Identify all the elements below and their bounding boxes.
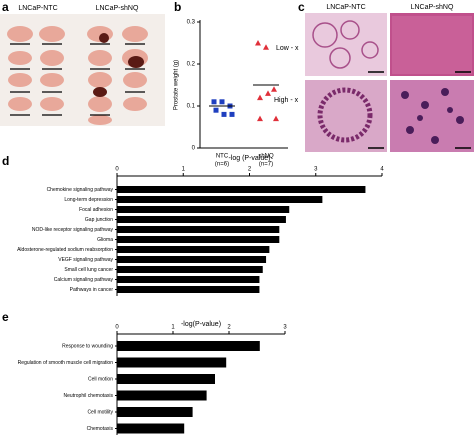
x-tick-label: 0: [115, 167, 119, 173]
y-axis-label: Prostate weight (g): [174, 60, 180, 110]
group-header: LNCaP-NTC: [18, 5, 57, 12]
tissue-photos-a: [0, 14, 165, 126]
bar: [117, 341, 260, 351]
category-label: Focal adhesion: [79, 207, 113, 213]
data-point: [265, 90, 271, 96]
bar: [117, 407, 193, 417]
group-header: LNCaP-shNQ: [96, 5, 139, 12]
category-label: Aldosterone-regulated sodium reabsorptio…: [17, 247, 113, 253]
data-point: [221, 111, 227, 117]
bar: [117, 374, 215, 384]
data-point: [273, 115, 279, 122]
category-label: Cell motility: [87, 409, 113, 415]
category-label: Regulation of smooth muscle cell migrati…: [18, 360, 114, 366]
row-label: Low - x: [276, 45, 299, 52]
category-label: Calcium signaling pathway: [54, 277, 114, 283]
category-label: Long-term depression: [64, 197, 113, 203]
x-tick-label: 4: [380, 167, 384, 173]
panel-label: d: [2, 154, 9, 168]
data-point: [255, 40, 261, 46]
bar: [117, 256, 267, 263]
data-point: [219, 99, 225, 105]
panel-label: e: [2, 310, 9, 324]
category-label: NOD-like receptor signaling pathway: [32, 227, 114, 233]
bar: [117, 236, 280, 243]
x-tick-label: 1: [171, 325, 175, 331]
data-point: [211, 99, 217, 105]
bar: [117, 266, 263, 273]
x-tick-label: 3: [314, 167, 318, 173]
bar: [117, 276, 260, 283]
bar: [117, 286, 260, 293]
category-label: Chemotaxis: [87, 426, 114, 432]
bar: [117, 196, 323, 203]
data-point: [263, 44, 269, 50]
category-label: Neutrophil chemotaxis: [64, 393, 114, 399]
y-tick-label: 0: [192, 146, 196, 152]
axis-title: -log (P-value): [228, 155, 270, 162]
panel-label: b: [174, 0, 181, 14]
x-tick-label: 2: [248, 167, 252, 173]
group-header: LNCaP-NTC: [326, 4, 365, 11]
x-tick-label: 3: [283, 325, 287, 331]
histology-photos-c: [305, 13, 474, 152]
category-label: Chemokine signaling pathway: [47, 187, 114, 193]
x-tick-sublabel: (n=7): [259, 162, 273, 168]
category-label: VEGF signaling pathway: [58, 257, 113, 263]
bar: [117, 226, 280, 233]
category-label: Pathways in cancer: [70, 287, 114, 293]
y-tick-label: 0.2: [187, 62, 196, 68]
x-tick-label: NTC: [216, 154, 229, 160]
category-label: Cell motion: [88, 376, 113, 382]
data-point: [213, 107, 219, 113]
bar: [117, 246, 270, 253]
bar: [117, 423, 185, 434]
y-tick-label: 0.1: [187, 104, 196, 110]
x-tick-sublabel: (n=6): [215, 162, 229, 168]
x-tick-label: 2: [227, 325, 231, 331]
row-label: High - x: [274, 97, 299, 104]
x-tick-label: 1: [182, 167, 186, 173]
panel-label: a: [2, 0, 9, 14]
data-point: [257, 115, 263, 122]
bar: [117, 216, 286, 223]
x-tick-label: 0: [115, 325, 119, 331]
x-tick-label: shNQ: [258, 154, 274, 160]
panel-label: c: [298, 0, 305, 14]
category-label: Gap junction: [85, 217, 113, 223]
category-label: Glioma: [97, 237, 113, 243]
group-header: LNCaP-shNQ: [411, 4, 454, 11]
bar: [117, 206, 290, 213]
category-label: Response to wounding: [62, 343, 113, 349]
axis-title: -log(P-value): [181, 321, 221, 328]
category-label: Small cell lung cancer: [64, 267, 113, 273]
data-point: [229, 111, 235, 117]
bar: [117, 186, 366, 193]
y-tick-label: 0.3: [187, 20, 196, 26]
data-point: [271, 86, 277, 92]
bar: [117, 357, 227, 368]
bar: [117, 390, 207, 401]
data-point: [257, 94, 263, 101]
